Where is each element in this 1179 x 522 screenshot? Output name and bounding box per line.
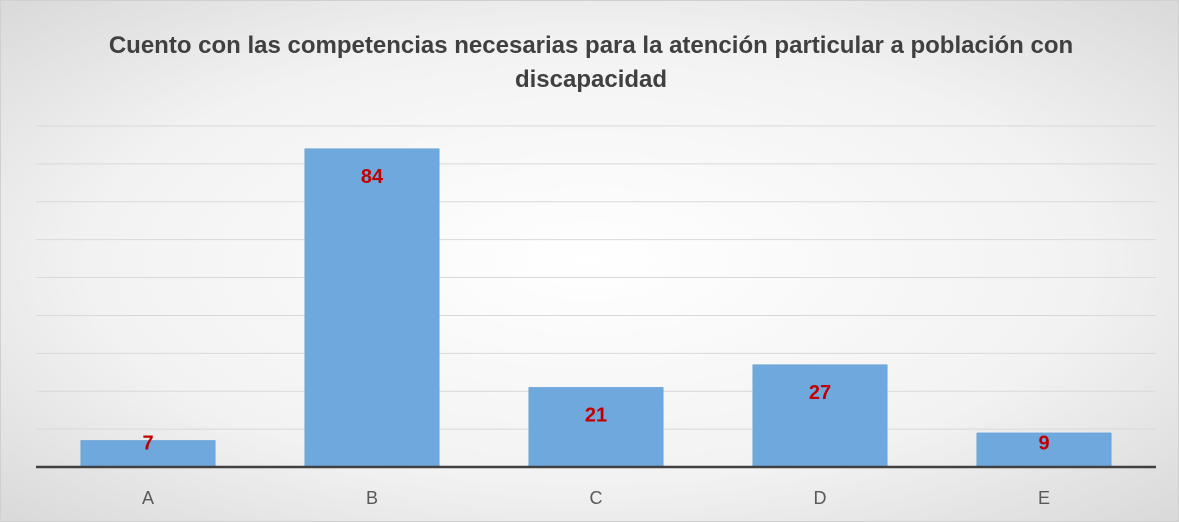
data-label: 9: [1038, 432, 1049, 454]
bar: [80, 440, 216, 468]
x-tick-label: A: [142, 488, 154, 508]
bar: [528, 387, 664, 468]
x-tick-label: E: [1038, 488, 1050, 508]
data-label: 7: [142, 432, 153, 454]
chart-title: Cuento con las competencias necesarias p…: [108, 32, 1074, 93]
data-label: 84: [361, 166, 384, 188]
x-tick-label: B: [366, 488, 378, 508]
data-label: 27: [809, 382, 831, 404]
bar: [304, 148, 440, 468]
data-label: 21: [585, 405, 607, 427]
x-tick-label: C: [590, 488, 603, 508]
bar: [752, 364, 888, 468]
x-tick-label: D: [814, 488, 827, 508]
